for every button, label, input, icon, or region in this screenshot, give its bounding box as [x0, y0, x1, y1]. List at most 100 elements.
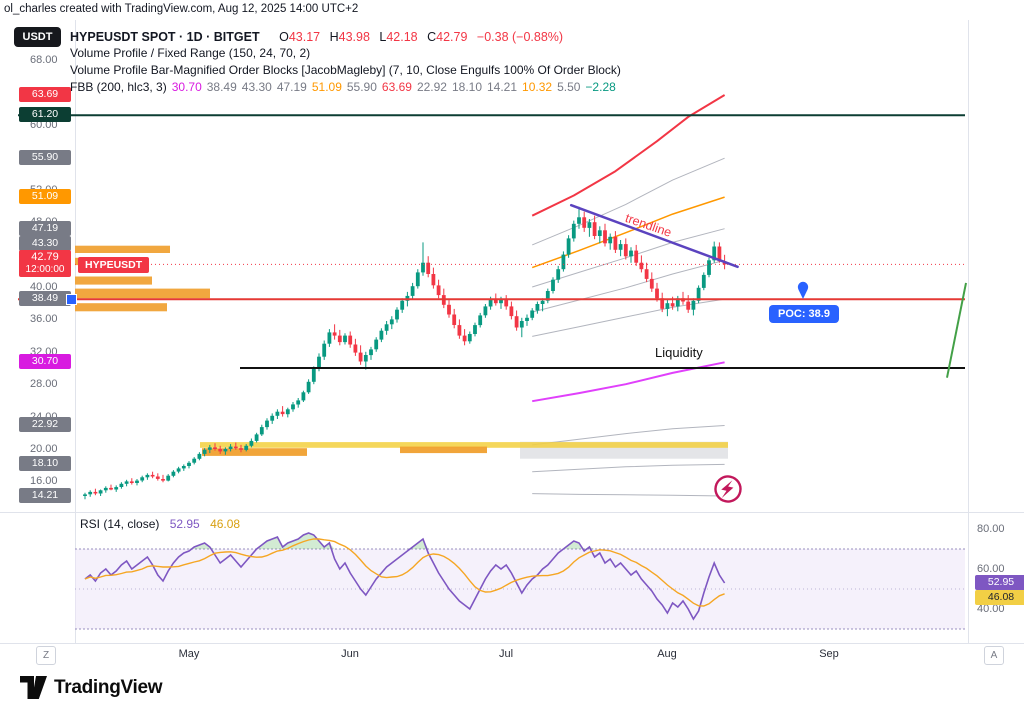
- fbb-band-lower-3[interactable]: [532, 493, 725, 497]
- candle-body: [322, 343, 327, 357]
- volume-profile-bar: [75, 245, 170, 253]
- price-tick-label: 20.00: [30, 443, 58, 455]
- fbb-band-lower-1[interactable]: [532, 425, 725, 446]
- rsi-tick-label: 80.00: [977, 523, 1005, 535]
- volume-profile-bar: [75, 288, 210, 299]
- line-anchor-handle[interactable]: [66, 294, 77, 305]
- symbol-header-row[interactable]: HYPEUSDT SPOT · 1D · BITGET O43.17 H43.9…: [70, 30, 563, 44]
- candle-body: [301, 392, 306, 401]
- candle-body: [379, 330, 384, 340]
- candle-body: [363, 355, 368, 362]
- candle-body: [306, 381, 311, 393]
- candle-body: [161, 479, 165, 481]
- fbb-value: 38.49: [206, 80, 237, 94]
- fbb-value: 10.32: [522, 80, 553, 94]
- close-value: 42.79: [436, 30, 468, 44]
- scroll-left-button[interactable]: Z: [36, 646, 56, 665]
- candle-body: [135, 480, 139, 483]
- time-axis-label: May: [178, 648, 200, 660]
- trendline-drawing[interactable]: [569, 203, 739, 269]
- fbb-value: 63.69: [381, 80, 412, 94]
- high-label: H: [329, 30, 339, 44]
- candle-body: [530, 310, 535, 318]
- candle-body: [83, 494, 87, 496]
- candle-body: [613, 236, 618, 250]
- indicator-order-blocks[interactable]: Volume Profile Bar-Magnified Order Block…: [70, 63, 621, 77]
- rsi-header-row[interactable]: RSI (14, close) 52.95 46.08: [80, 517, 240, 531]
- fbb-band-upper-5[interactable]: [532, 157, 725, 246]
- candle-body: [566, 238, 571, 255]
- candle-body: [93, 491, 98, 494]
- candle-body: [176, 468, 181, 472]
- candle-body: [592, 222, 597, 236]
- candle-body: [582, 217, 587, 228]
- rsi-ma-line: [84, 538, 725, 607]
- candle-body: [603, 230, 607, 244]
- indicator-fbb[interactable]: FBB (200, hlc3, 3) 30.70 38.49 43.30 47.19 51…: [70, 80, 616, 94]
- candle-body: [187, 462, 191, 466]
- fbb-values: 30.70 38.49 43.30 47.19 51.09 55.90 63.69 22.92…: [167, 80, 616, 94]
- candle-body: [509, 306, 514, 317]
- fbb-value: 5.50: [557, 80, 581, 94]
- candle-body: [493, 300, 498, 304]
- rsi-title[interactable]: RSI (14, close): [80, 517, 160, 531]
- current-price-badge: 42.79 12:00:00: [19, 250, 71, 277]
- price-tick-label: 36.00: [30, 313, 58, 325]
- rsi-line-value: 52.95: [169, 517, 200, 531]
- price-axis-badge: 63.69: [19, 87, 71, 102]
- candle-body: [181, 466, 186, 469]
- candle-body: [415, 272, 420, 287]
- fbb-band-lower-2[interactable]: [532, 463, 725, 473]
- price-axis-badge: 47.19: [19, 221, 71, 236]
- fbb-band-basis[interactable]: [532, 361, 725, 403]
- symbol-title[interactable]: HYPEUSDT SPOT · 1D · BITGET: [70, 30, 260, 44]
- candle-body: [696, 287, 701, 301]
- indicator-volume-profile[interactable]: Volume Profile / Fixed Range (150, 24, 7…: [70, 46, 311, 60]
- fbb-band-upper-6[interactable]: [531, 94, 726, 217]
- price-tick-label: 68.00: [30, 54, 58, 66]
- candle-body: [218, 449, 223, 452]
- candle-body: [389, 319, 394, 325]
- candle-body: [618, 244, 623, 250]
- quote-currency-badge[interactable]: USDT: [14, 27, 61, 47]
- candle-body: [124, 481, 129, 484]
- scroll-right-button[interactable]: A: [984, 646, 1004, 665]
- candle-body: [280, 411, 285, 415]
- candle-body: [556, 269, 561, 280]
- candle-body: [467, 334, 472, 342]
- pane-divider[interactable]: [0, 512, 1024, 513]
- candle-body: [145, 474, 150, 478]
- candle-body: [109, 487, 113, 490]
- candle-body: [384, 324, 389, 331]
- price-axis-badge: 55.90: [19, 150, 71, 165]
- rsi-value-badge: 52.95: [975, 575, 1024, 590]
- candle-body: [701, 274, 706, 288]
- candle-body: [259, 427, 264, 435]
- low-label: L: [379, 30, 387, 44]
- candle-body: [192, 458, 197, 463]
- open-label: O: [279, 30, 289, 44]
- attribution-text: ol_charles created with TradingView.com,…: [4, 3, 359, 15]
- price-axis-badge: 30.70: [19, 354, 71, 369]
- candle-body: [233, 446, 238, 449]
- vertical-line-drawing[interactable]: [946, 282, 967, 378]
- lightning-icon[interactable]: [710, 471, 746, 507]
- candle-body: [457, 325, 462, 336]
- symbol-price-label: HYPEUSDT: [78, 257, 150, 273]
- tradingview-logo[interactable]: TradingView: [20, 676, 163, 699]
- liquidity-label[interactable]: Liquidity: [655, 345, 703, 360]
- candle-body: [452, 314, 457, 325]
- candle-body: [275, 411, 280, 416]
- current-price-value: 42.79: [31, 251, 59, 263]
- time-axis-label: Jul: [498, 648, 514, 660]
- poc-callout[interactable]: POC: 38.9: [769, 305, 839, 323]
- candle-body: [462, 335, 467, 342]
- poc-pin-tip: [798, 289, 808, 299]
- candle-body: [707, 260, 711, 275]
- fbb-band-upper-2[interactable]: [532, 259, 725, 313]
